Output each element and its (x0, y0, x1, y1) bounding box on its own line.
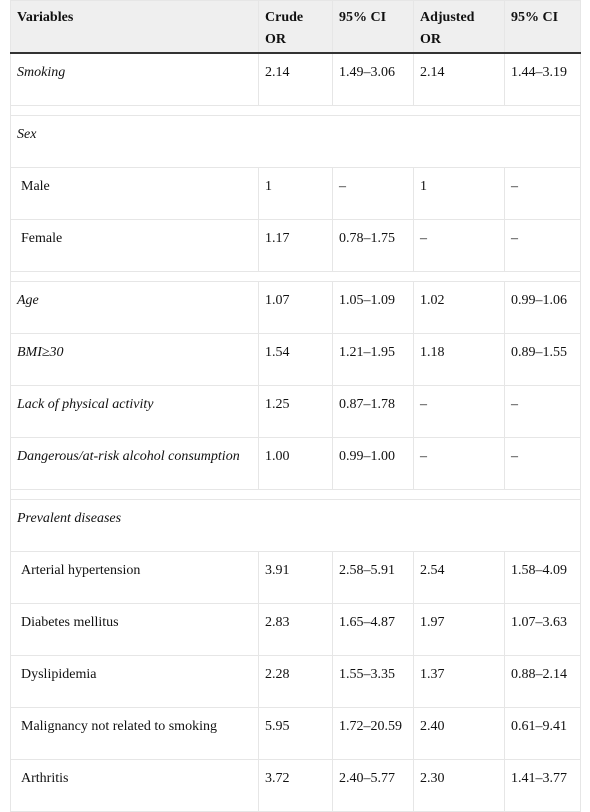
table-row: BMI≥30 1.54 1.21–1.95 1.18 0.89–1.55 (10, 333, 581, 386)
cell-adjusted-ci: 0.99–1.06 (504, 281, 581, 334)
cell-crude-ci: – (332, 167, 414, 220)
cell-variable: BMI≥30 (10, 333, 259, 386)
header-adjusted-or: Adjusted OR (413, 0, 505, 54)
cell-adjusted-ci: 1.41–3.77 (504, 759, 581, 812)
table-row: Dangerous/at-risk alcohol consumption 1.0… (10, 437, 581, 490)
cell-adjusted-or: – (413, 385, 505, 438)
cell-crude-ci: 0.78–1.75 (332, 219, 414, 272)
cell-crude-or: 1.07 (258, 281, 333, 334)
cell-crude-or: 2.28 (258, 655, 333, 708)
cell-variable: Dyslipidemia (10, 655, 259, 708)
cell-adjusted-ci: 1.58–4.09 (504, 551, 581, 604)
cell-adjusted-or: – (413, 437, 505, 490)
cell-crude-ci: 1.72–20.59 (332, 707, 414, 760)
section-label: Sex (10, 115, 581, 168)
cell-variable: Arthritis (10, 759, 259, 812)
table-row: Dyslipidemia 2.28 1.55–3.35 1.37 0.88–2.14 (10, 655, 581, 708)
cell-crude-ci: 1.21–1.95 (332, 333, 414, 386)
spacer-row (10, 271, 581, 282)
cell-adjusted-ci: – (504, 219, 581, 272)
cell-adjusted-or: 2.14 (413, 52, 505, 106)
cell-crude-ci: 0.99–1.00 (332, 437, 414, 490)
cell-variable: Female (10, 219, 259, 272)
table-row: Arthritis 3.72 2.40–5.77 2.30 1.41–3.77 (10, 759, 581, 812)
cell-adjusted-ci: 0.61–9.41 (504, 707, 581, 760)
cell-adjusted-or: 2.40 (413, 707, 505, 760)
table-body: Smoking 2.14 1.49–3.06 2.14 1.44–3.19 Sex Male… (10, 52, 581, 812)
cell-variable: Male (10, 167, 259, 220)
table-row: Smoking 2.14 1.49–3.06 2.14 1.44–3.19 (10, 52, 581, 106)
cell-variable: Dangerous/at-risk alcohol consumption (10, 437, 259, 490)
cell-adjusted-ci: 0.89–1.55 (504, 333, 581, 386)
cell-crude-or: 3.91 (258, 551, 333, 604)
cell-variable: Age (10, 281, 259, 334)
cell-adjusted-ci: – (504, 437, 581, 490)
cell-adjusted-ci: – (504, 167, 581, 220)
header-variables: Variables (10, 0, 259, 54)
cell-adjusted-ci: – (504, 385, 581, 438)
cell-crude-or: 1.17 (258, 219, 333, 272)
cell-crude-ci: 1.05–1.09 (332, 281, 414, 334)
spacer-cell (10, 271, 581, 282)
cell-variable: Smoking (10, 52, 259, 106)
table-container: Variables Crude OR 95% CI Adjusted OR 95… (10, 0, 581, 812)
cell-adjusted-or: 2.54 (413, 551, 505, 604)
cell-crude-ci: 1.65–4.87 (332, 603, 414, 656)
cell-adjusted-or: 1.37 (413, 655, 505, 708)
table-row: Diabetes mellitus 2.83 1.65–4.87 1.97 1.07–3… (10, 603, 581, 656)
table-row: Arterial hypertension 3.91 2.58–5.91 2.54 1.… (10, 551, 581, 604)
cell-variable: Lack of physical activity (10, 385, 259, 438)
cell-adjusted-or: – (413, 219, 505, 272)
cell-crude-ci: 2.58–5.91 (332, 551, 414, 604)
table-row: Age 1.07 1.05–1.09 1.02 0.99–1.06 (10, 281, 581, 334)
cell-adjusted-ci: 1.07–3.63 (504, 603, 581, 656)
cell-variable: Diabetes mellitus (10, 603, 259, 656)
cell-crude-or: 1 (258, 167, 333, 220)
spacer-cell (10, 105, 581, 116)
cell-adjusted-ci: 1.44–3.19 (504, 52, 581, 106)
cell-crude-or: 1.25 (258, 385, 333, 438)
header-crude-ci: 95% CI (332, 0, 414, 54)
cell-adjusted-or: 2.30 (413, 759, 505, 812)
table-row: Lack of physical activity 1.25 0.87–1.78– – (10, 385, 581, 438)
table-row: Male 1–1– (10, 167, 581, 220)
cell-crude-ci: 0.87–1.78 (332, 385, 414, 438)
cell-crude-or: 3.72 (258, 759, 333, 812)
cell-crude-or: 2.14 (258, 52, 333, 106)
cell-adjusted-ci: 0.88–2.14 (504, 655, 581, 708)
cell-adjusted-or: 1.18 (413, 333, 505, 386)
spacer-row (10, 105, 581, 116)
cell-variable: Arterial hypertension (10, 551, 259, 604)
odds-ratio-table: Variables Crude OR 95% CI Adjusted OR 95… (10, 0, 581, 812)
spacer-cell (10, 489, 581, 500)
section-row: Sex (10, 115, 581, 168)
cell-adjusted-or: 1.97 (413, 603, 505, 656)
section-label: Prevalent diseases (10, 499, 581, 552)
cell-variable: Malignancy not related to smoking (10, 707, 259, 760)
header-crude-or: Crude OR (258, 0, 333, 54)
table-row: Malignancy not related to smoking 5.95 1.7… (10, 707, 581, 760)
cell-adjusted-or: 1 (413, 167, 505, 220)
cell-crude-or: 2.83 (258, 603, 333, 656)
cell-crude-or: 5.95 (258, 707, 333, 760)
table-header-row: Variables Crude OR 95% CI Adjusted OR 95… (10, 0, 581, 54)
cell-crude-or: 1.54 (258, 333, 333, 386)
cell-crude-ci: 2.40–5.77 (332, 759, 414, 812)
spacer-row (10, 489, 581, 500)
section-row: Prevalent diseases (10, 499, 581, 552)
header-adjusted-ci: 95% CI (504, 0, 581, 54)
cell-crude-or: 1.00 (258, 437, 333, 490)
table-row: Female 1.17 0.78–1.75– – (10, 219, 581, 272)
cell-adjusted-or: 1.02 (413, 281, 505, 334)
cell-crude-ci: 1.49–3.06 (332, 52, 414, 106)
cell-crude-ci: 1.55–3.35 (332, 655, 414, 708)
